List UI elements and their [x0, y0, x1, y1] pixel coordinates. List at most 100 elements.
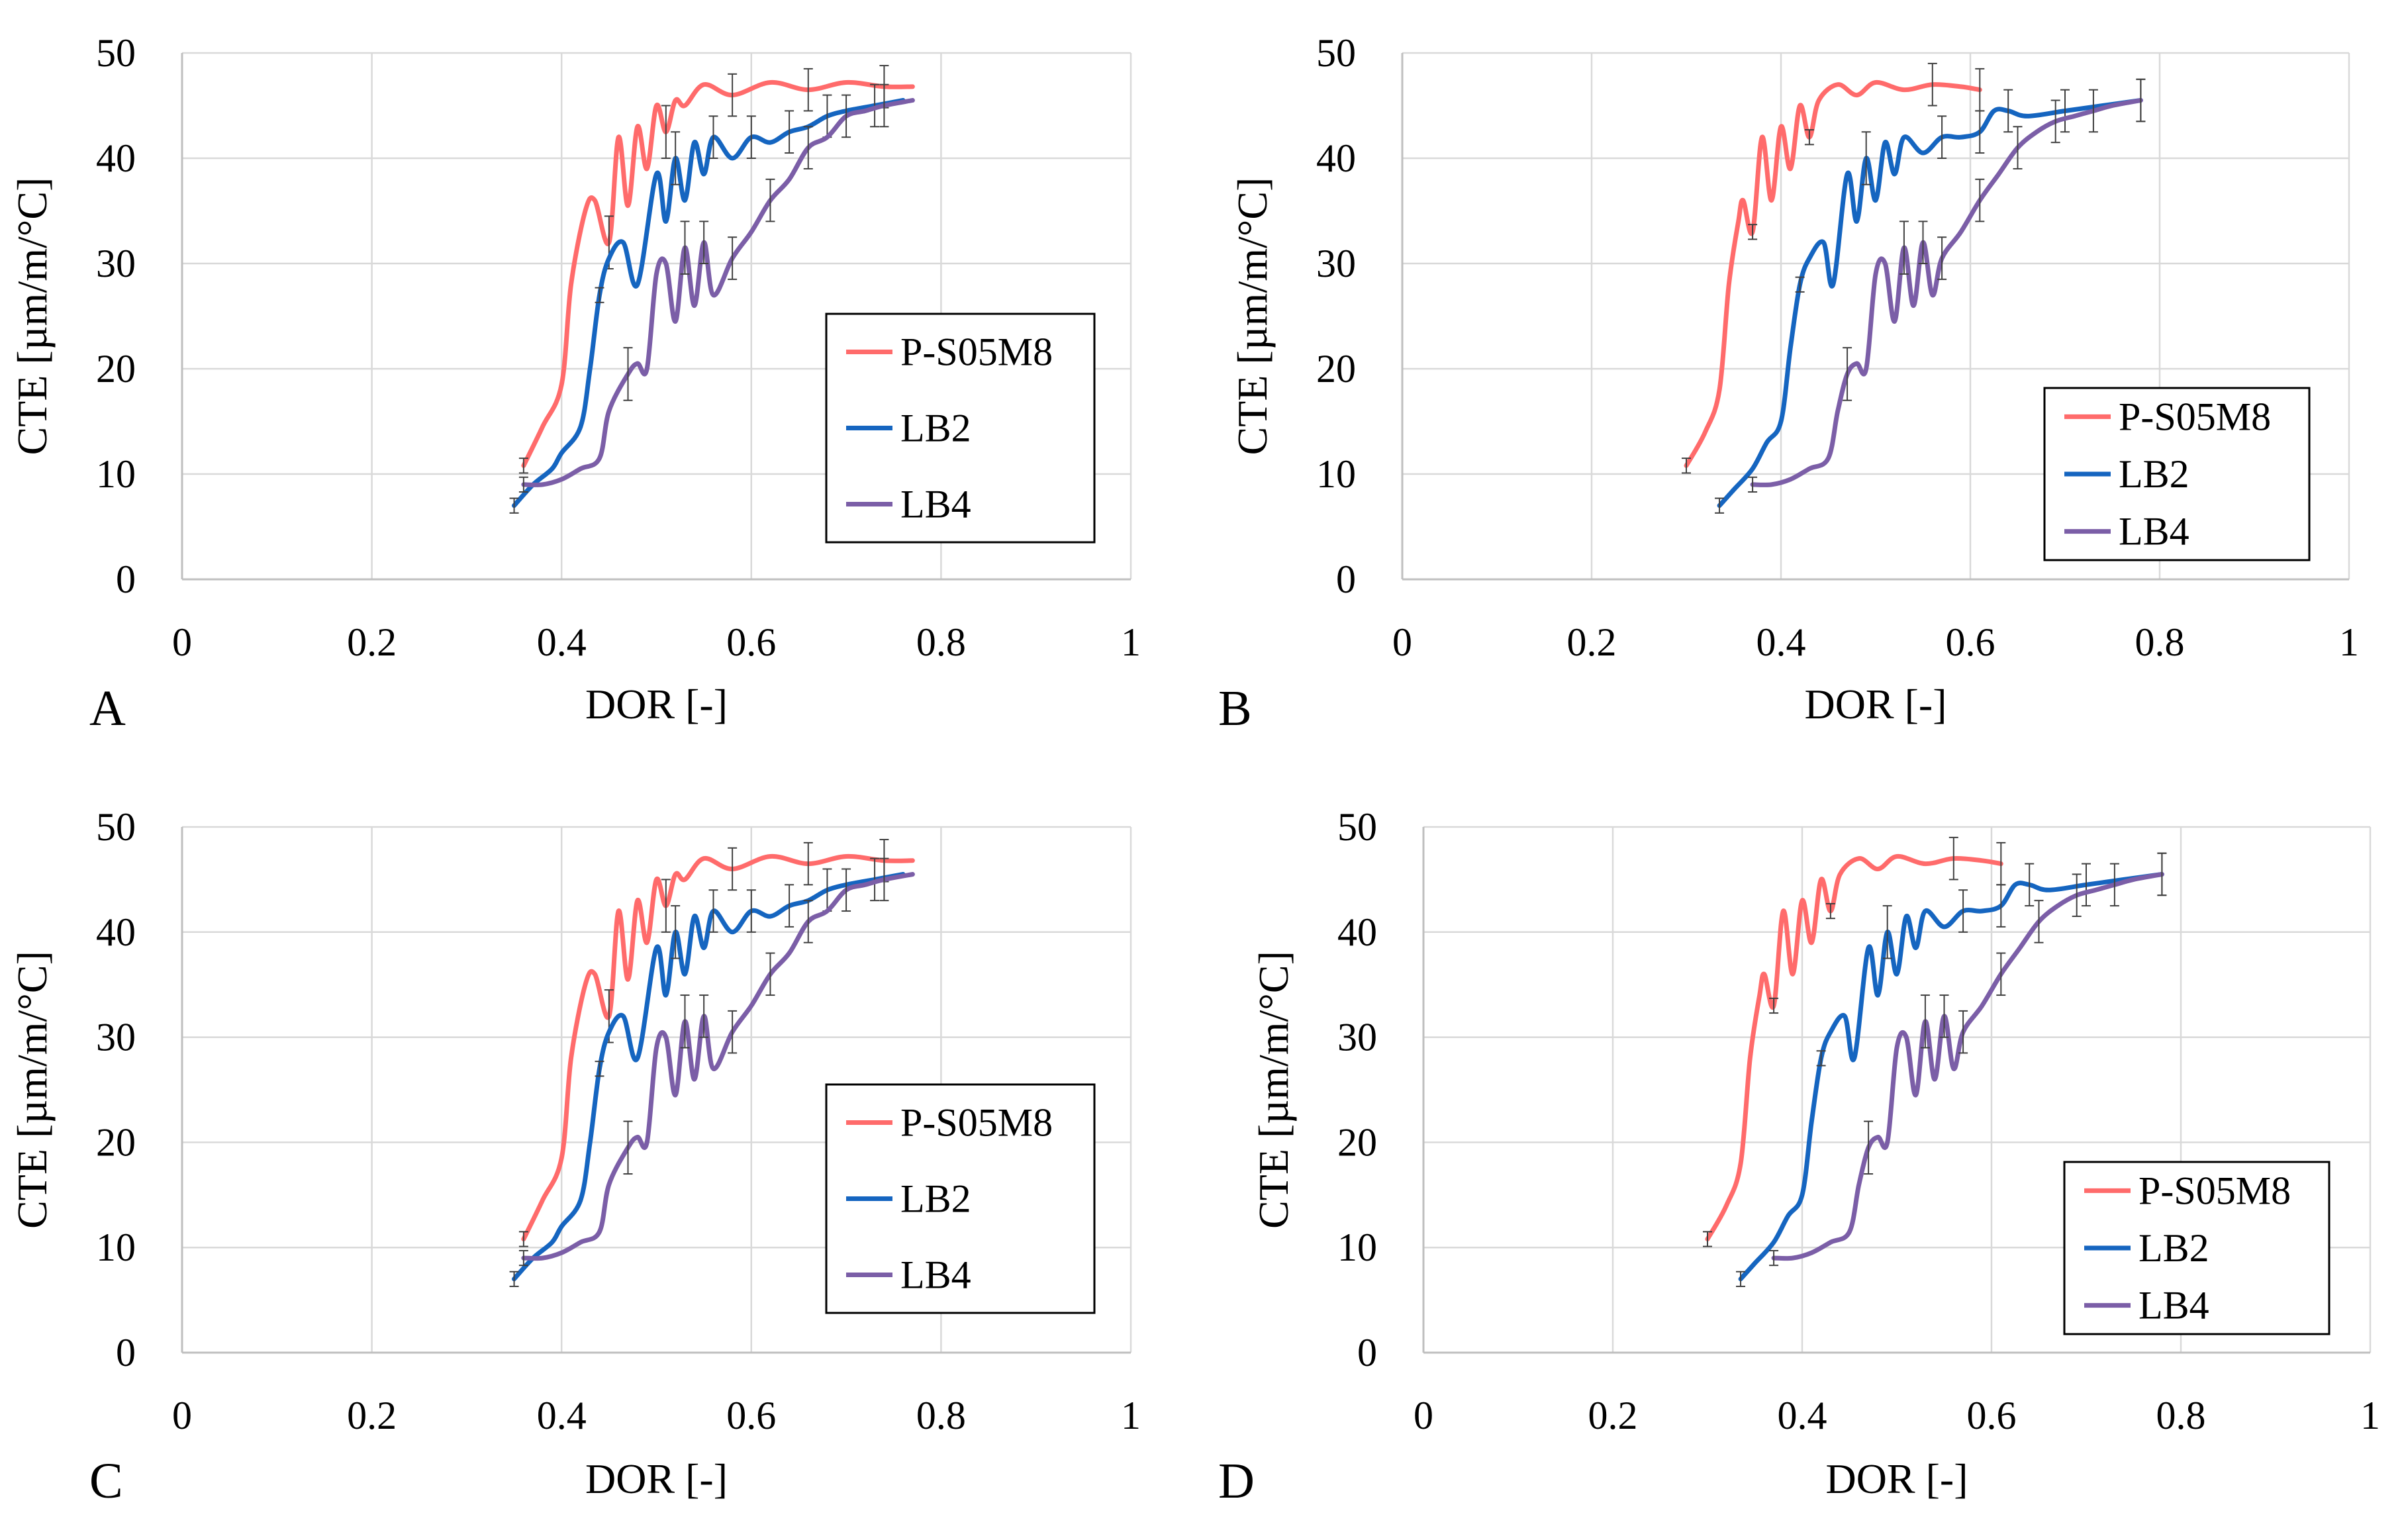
x-tick-label: 0.2 — [347, 1394, 397, 1437]
y-tick-label: 20 — [1316, 347, 1356, 391]
error-bar — [1795, 276, 1805, 293]
error-bar — [879, 857, 889, 902]
error-bar — [1816, 1050, 1826, 1067]
y-tick-label: 30 — [96, 242, 136, 285]
error-bar — [728, 236, 738, 280]
error-bar — [1748, 224, 1758, 240]
error-bar — [803, 126, 813, 169]
error-bar — [518, 457, 528, 474]
error-bar — [2136, 78, 2146, 122]
error-bar — [1958, 1010, 1968, 1054]
series-line-lb4 — [521, 872, 915, 1261]
error-bar — [1975, 178, 1985, 222]
x-tick-label: 1 — [2339, 620, 2359, 664]
error-bar — [1769, 997, 1779, 1014]
series-line-lb2 — [1738, 872, 2164, 1282]
error-bar — [870, 857, 880, 902]
error-bar — [1918, 220, 1928, 264]
error-bar — [2072, 873, 2082, 917]
error-bar — [2013, 126, 2023, 169]
x-axis-title: DOR [-] — [1825, 1455, 1968, 1502]
series-line-p-s05m8 — [1705, 853, 2003, 1241]
error-bar — [841, 868, 851, 912]
error-bar — [2025, 863, 2035, 907]
error-bar — [661, 105, 671, 159]
x-tick-label: 0.2 — [1567, 620, 1617, 664]
x-tick-label: 0.6 — [726, 1394, 776, 1437]
panel-label-c: C — [89, 1453, 123, 1509]
error-bar — [1996, 952, 2006, 996]
y-tick-label: 50 — [1337, 805, 1377, 849]
error-bar — [1958, 889, 1968, 933]
series-line-p-s05m8 — [1684, 79, 1982, 468]
legend-entry-lb2: LB2 — [900, 1177, 971, 1221]
x-axis-title: DOR [-] — [585, 1455, 728, 1502]
error-bar — [765, 178, 775, 222]
x-tick-label: 0 — [1392, 620, 1412, 664]
error-bar — [671, 905, 681, 959]
x-tick-label: 0.8 — [916, 620, 966, 664]
error-bar — [870, 83, 880, 128]
error-bar — [661, 879, 671, 933]
legend-entry-lb2: LB2 — [2119, 452, 2189, 496]
error-bar — [509, 497, 519, 514]
error-bar — [1715, 497, 1725, 514]
legend-entry-lb4: LB4 — [900, 483, 971, 526]
series-line-lb2 — [512, 98, 906, 508]
x-tick-label: 1 — [1121, 620, 1141, 664]
y-tick-label: 10 — [96, 452, 136, 496]
panel-label-b: B — [1218, 681, 1252, 736]
x-tick-label: 0.4 — [537, 620, 587, 664]
error-bar — [803, 68, 813, 112]
error-bar — [708, 889, 718, 933]
error-bar — [2034, 900, 2044, 943]
error-bar — [1703, 1231, 1712, 1247]
x-tick-label: 0.6 — [1967, 1394, 2017, 1437]
error-bar — [728, 847, 738, 891]
error-bar — [2003, 89, 2013, 133]
error-bar — [518, 1249, 528, 1267]
error-bar — [728, 73, 738, 117]
x-tick-label: 0.4 — [537, 1394, 587, 1437]
series-line-lb2 — [512, 872, 906, 1282]
x-tick-label: 1 — [2360, 1394, 2380, 1437]
x-tick-label: 0.8 — [2156, 1394, 2206, 1437]
x-tick-label: 0 — [1414, 1394, 1433, 1437]
y-tick-label: 40 — [1337, 910, 1377, 954]
error-bar — [1899, 220, 1909, 275]
error-bar — [1804, 129, 1814, 146]
error-bar — [841, 94, 851, 138]
series-line-lb4 — [521, 98, 915, 487]
error-bar — [1748, 476, 1758, 493]
error-bar — [803, 900, 813, 943]
y-tick-label: 40 — [96, 910, 136, 954]
error-bar — [518, 476, 528, 493]
series-line-lb4 — [1771, 872, 2164, 1261]
y-axis-title: CTE [µm/m/°C] — [1250, 951, 1297, 1229]
error-bar — [680, 220, 690, 275]
error-bar — [1996, 884, 2006, 928]
x-tick-label: 0.6 — [726, 620, 776, 664]
legend-entry-p-s05m8: P-S05M8 — [900, 1101, 1053, 1145]
error-bar — [1882, 905, 1892, 959]
series-line-lb4 — [1750, 98, 2143, 487]
x-tick-label: 0.4 — [1778, 1394, 1827, 1437]
legend-entry-lb2: LB2 — [2138, 1226, 2209, 1270]
error-bar — [1825, 902, 1835, 920]
error-bar — [708, 115, 718, 159]
error-bar — [728, 1010, 738, 1054]
error-bar — [623, 1120, 633, 1175]
error-bar — [1975, 110, 1985, 154]
legend-entry-p-s05m8: P-S05M8 — [900, 330, 1053, 374]
error-bar — [699, 994, 709, 1038]
legend-entry-lb4: LB4 — [2138, 1284, 2209, 1327]
y-tick-label: 20 — [1337, 1120, 1377, 1164]
error-bar — [595, 287, 604, 303]
y-tick-label: 0 — [116, 557, 136, 601]
y-tick-label: 0 — [1357, 1331, 1377, 1374]
y-tick-label: 10 — [1337, 1226, 1377, 1269]
